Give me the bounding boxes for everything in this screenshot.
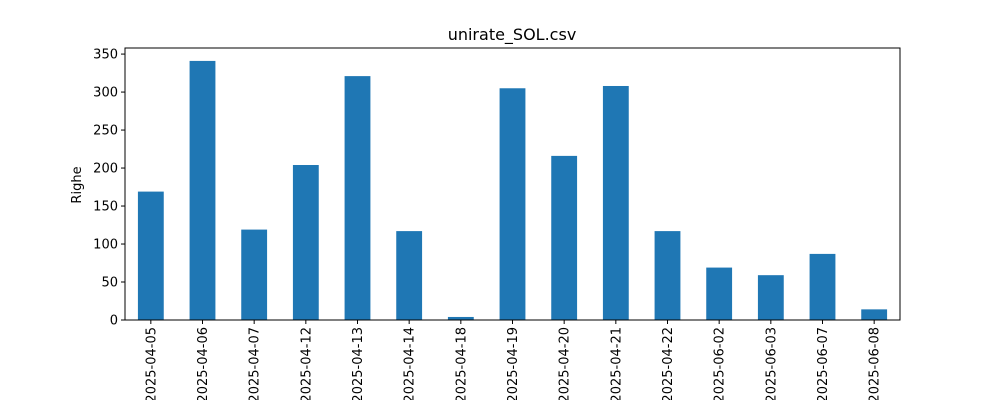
x-tick-label: 2025-04-20 xyxy=(558,327,573,400)
x-tick-label: 2025-04-06 xyxy=(196,327,211,400)
y-ticks-group: 0 50 100 150 200 250 300 350 xyxy=(93,48,125,329)
plot-frame xyxy=(124,47,901,321)
bar-2025-04-05 xyxy=(137,191,164,320)
x-ticks-group: 2025-04-05 2025-04-06 2025-04-07 2025-04-12… xyxy=(144,320,883,400)
y-tick-label: 350 xyxy=(93,48,118,63)
x-tick-label: 2025-04-14 xyxy=(403,327,418,400)
x-tick-label: 2025-06-08 xyxy=(868,327,883,400)
y-axis-label: Righe xyxy=(70,166,85,203)
y-tick-label: 300 xyxy=(93,86,118,101)
y-tick-label: 150 xyxy=(93,200,118,215)
x-tick-label: 2025-04-18 xyxy=(454,327,469,400)
y-tick-label: 100 xyxy=(93,238,118,253)
x-tick-label: 2025-04-12 xyxy=(299,327,314,400)
bar-2025-04-14 xyxy=(396,231,423,320)
bar-2025-04-12 xyxy=(292,165,319,320)
x-tick-label: 2025-04-07 xyxy=(248,327,263,400)
bar-2025-04-19 xyxy=(499,88,526,320)
y-tick-label: 200 xyxy=(93,162,118,177)
bar-2025-04-13 xyxy=(344,76,371,321)
bar-2025-06-02 xyxy=(706,267,733,320)
bar-2025-04-22 xyxy=(654,231,681,320)
x-tick-label: 2025-04-22 xyxy=(661,327,676,400)
y-tick-label: 250 xyxy=(93,124,118,139)
x-tick-label: 2025-06-07 xyxy=(816,327,831,400)
x-tick-label: 2025-04-19 xyxy=(506,327,521,400)
y-tick-label: 50 xyxy=(101,276,118,291)
x-tick-label: 2025-06-02 xyxy=(713,327,728,400)
x-tick-label: 2025-06-03 xyxy=(764,327,779,400)
bar-2025-06-08 xyxy=(861,309,888,320)
bars-group xyxy=(137,60,888,321)
bar-2025-04-20 xyxy=(551,155,578,320)
bar-2025-04-21 xyxy=(602,85,629,320)
x-tick-label: 2025-04-05 xyxy=(144,327,159,400)
chart-title: unirate_SOL.csv xyxy=(448,25,577,45)
bar-2025-06-03 xyxy=(757,275,784,320)
bar-2025-04-18 xyxy=(447,316,474,320)
bar-2025-04-06 xyxy=(189,60,216,321)
x-tick-label: 2025-04-13 xyxy=(351,327,366,400)
bar-2025-06-07 xyxy=(809,253,836,320)
y-tick-label: 0 xyxy=(110,314,118,329)
x-tick-label: 2025-04-21 xyxy=(609,327,624,400)
bar-2025-04-07 xyxy=(241,229,268,320)
